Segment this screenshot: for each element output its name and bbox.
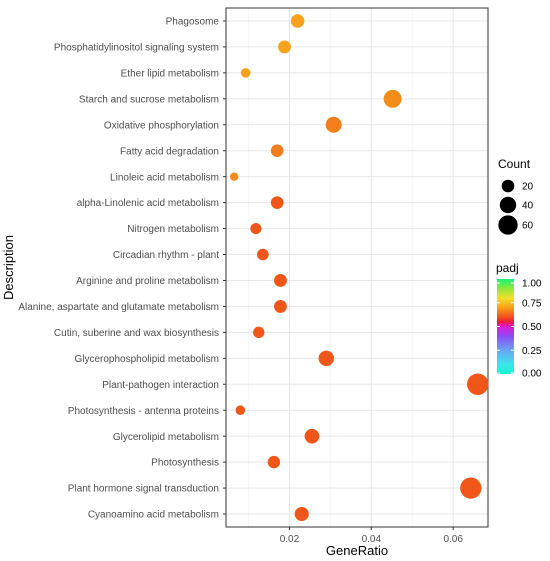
y-axis-category-labels: Phagosome Phosphatidylinositol signaling …	[18, 17, 226, 521]
count-legend-title: Count	[498, 157, 531, 171]
y-tick-label: Linoleic acid metabolism	[110, 172, 219, 183]
data-point	[235, 405, 246, 416]
data-point	[267, 455, 281, 469]
y-axis-title: Description	[1, 235, 16, 300]
count-legend-dot	[501, 179, 515, 193]
data-point	[294, 506, 309, 522]
data-point	[304, 428, 320, 444]
y-tick-label: Fatty acid degradation	[120, 146, 219, 157]
data-point	[274, 274, 287, 287]
plot-panel-border	[225, 7, 489, 528]
y-tick-label: Starch and sucrose metabolism	[79, 94, 219, 105]
y-tick-label: Oxidative phosphorylation	[104, 120, 219, 131]
y-tick-label: Alanine, aspartate and glutamate metabol…	[18, 302, 219, 313]
data-point	[229, 172, 239, 181]
count-legend-label: 20	[522, 182, 534, 193]
data-point	[257, 248, 269, 261]
data-point	[460, 477, 482, 499]
count-legend-label: 60	[522, 221, 534, 232]
x-axis: 0.02 0.04 0.06	[280, 527, 463, 545]
data-point	[270, 144, 284, 158]
x-tick-label: 0.02	[280, 534, 300, 545]
padj-legend-label: 0.50	[522, 322, 542, 333]
count-size-legend: Count 20 40 60	[498, 157, 534, 235]
y-tick-label: Nitrogen metabolism	[127, 224, 219, 235]
y-tick-label: Plant hormone signal transduction	[68, 484, 219, 495]
data-point	[253, 326, 265, 339]
padj-legend-label: 0.75	[522, 298, 542, 309]
padj-legend-label: 0.00	[522, 369, 542, 380]
data-point	[467, 373, 489, 396]
data-points	[229, 14, 489, 522]
data-point	[290, 14, 305, 28]
data-point	[274, 300, 287, 313]
padj-colorbar	[497, 279, 514, 374]
y-tick-label: alpha-Linolenic acid metabolism	[77, 198, 219, 209]
y-tick-label: Ether lipid metabolism	[121, 68, 219, 79]
y-tick-label: Photosynthesis	[151, 458, 219, 469]
y-tick-label: Glycerophospholipid metabolism	[74, 354, 219, 365]
padj-legend-label: 0.25	[522, 346, 542, 357]
y-tick-label: Circadian rhythm - plant	[113, 250, 219, 261]
data-point	[318, 350, 335, 367]
y-tick-label: Arginine and proline metabolism	[76, 276, 219, 287]
y-tick-label: Plant-pathogen interaction	[102, 380, 219, 391]
padj-legend-title: padj	[496, 261, 519, 275]
data-point	[250, 223, 262, 235]
count-legend-dot	[499, 196, 517, 214]
data-point	[270, 196, 284, 209]
y-tick-label: Phosphatidylinositol signaling system	[54, 43, 219, 54]
x-tick-label: 0.04	[362, 534, 382, 545]
x-axis-title: GeneRatio	[326, 543, 388, 558]
data-point	[325, 116, 342, 133]
data-point	[383, 89, 402, 108]
y-tick-label: Phagosome	[166, 17, 220, 28]
x-tick-label: 0.06	[443, 534, 463, 545]
data-point	[278, 40, 291, 54]
count-legend-dot	[498, 215, 518, 235]
grid-lines	[226, 8, 488, 527]
y-tick-label: Cutin, suberine and wax biosynthesis	[54, 328, 219, 339]
y-tick-label: Cyanoamino acid metabolism	[88, 510, 219, 521]
count-legend-label: 40	[522, 201, 534, 212]
padj-color-legend: padj 1.00 0.75 0.50 0.25 0.00	[496, 261, 542, 380]
padj-legend-label: 1.00	[522, 279, 542, 290]
data-point	[240, 68, 251, 78]
y-tick-label: Glycerolipid metabolism	[113, 432, 219, 443]
y-tick-label: Photosynthesis - antenna proteins	[68, 406, 219, 417]
